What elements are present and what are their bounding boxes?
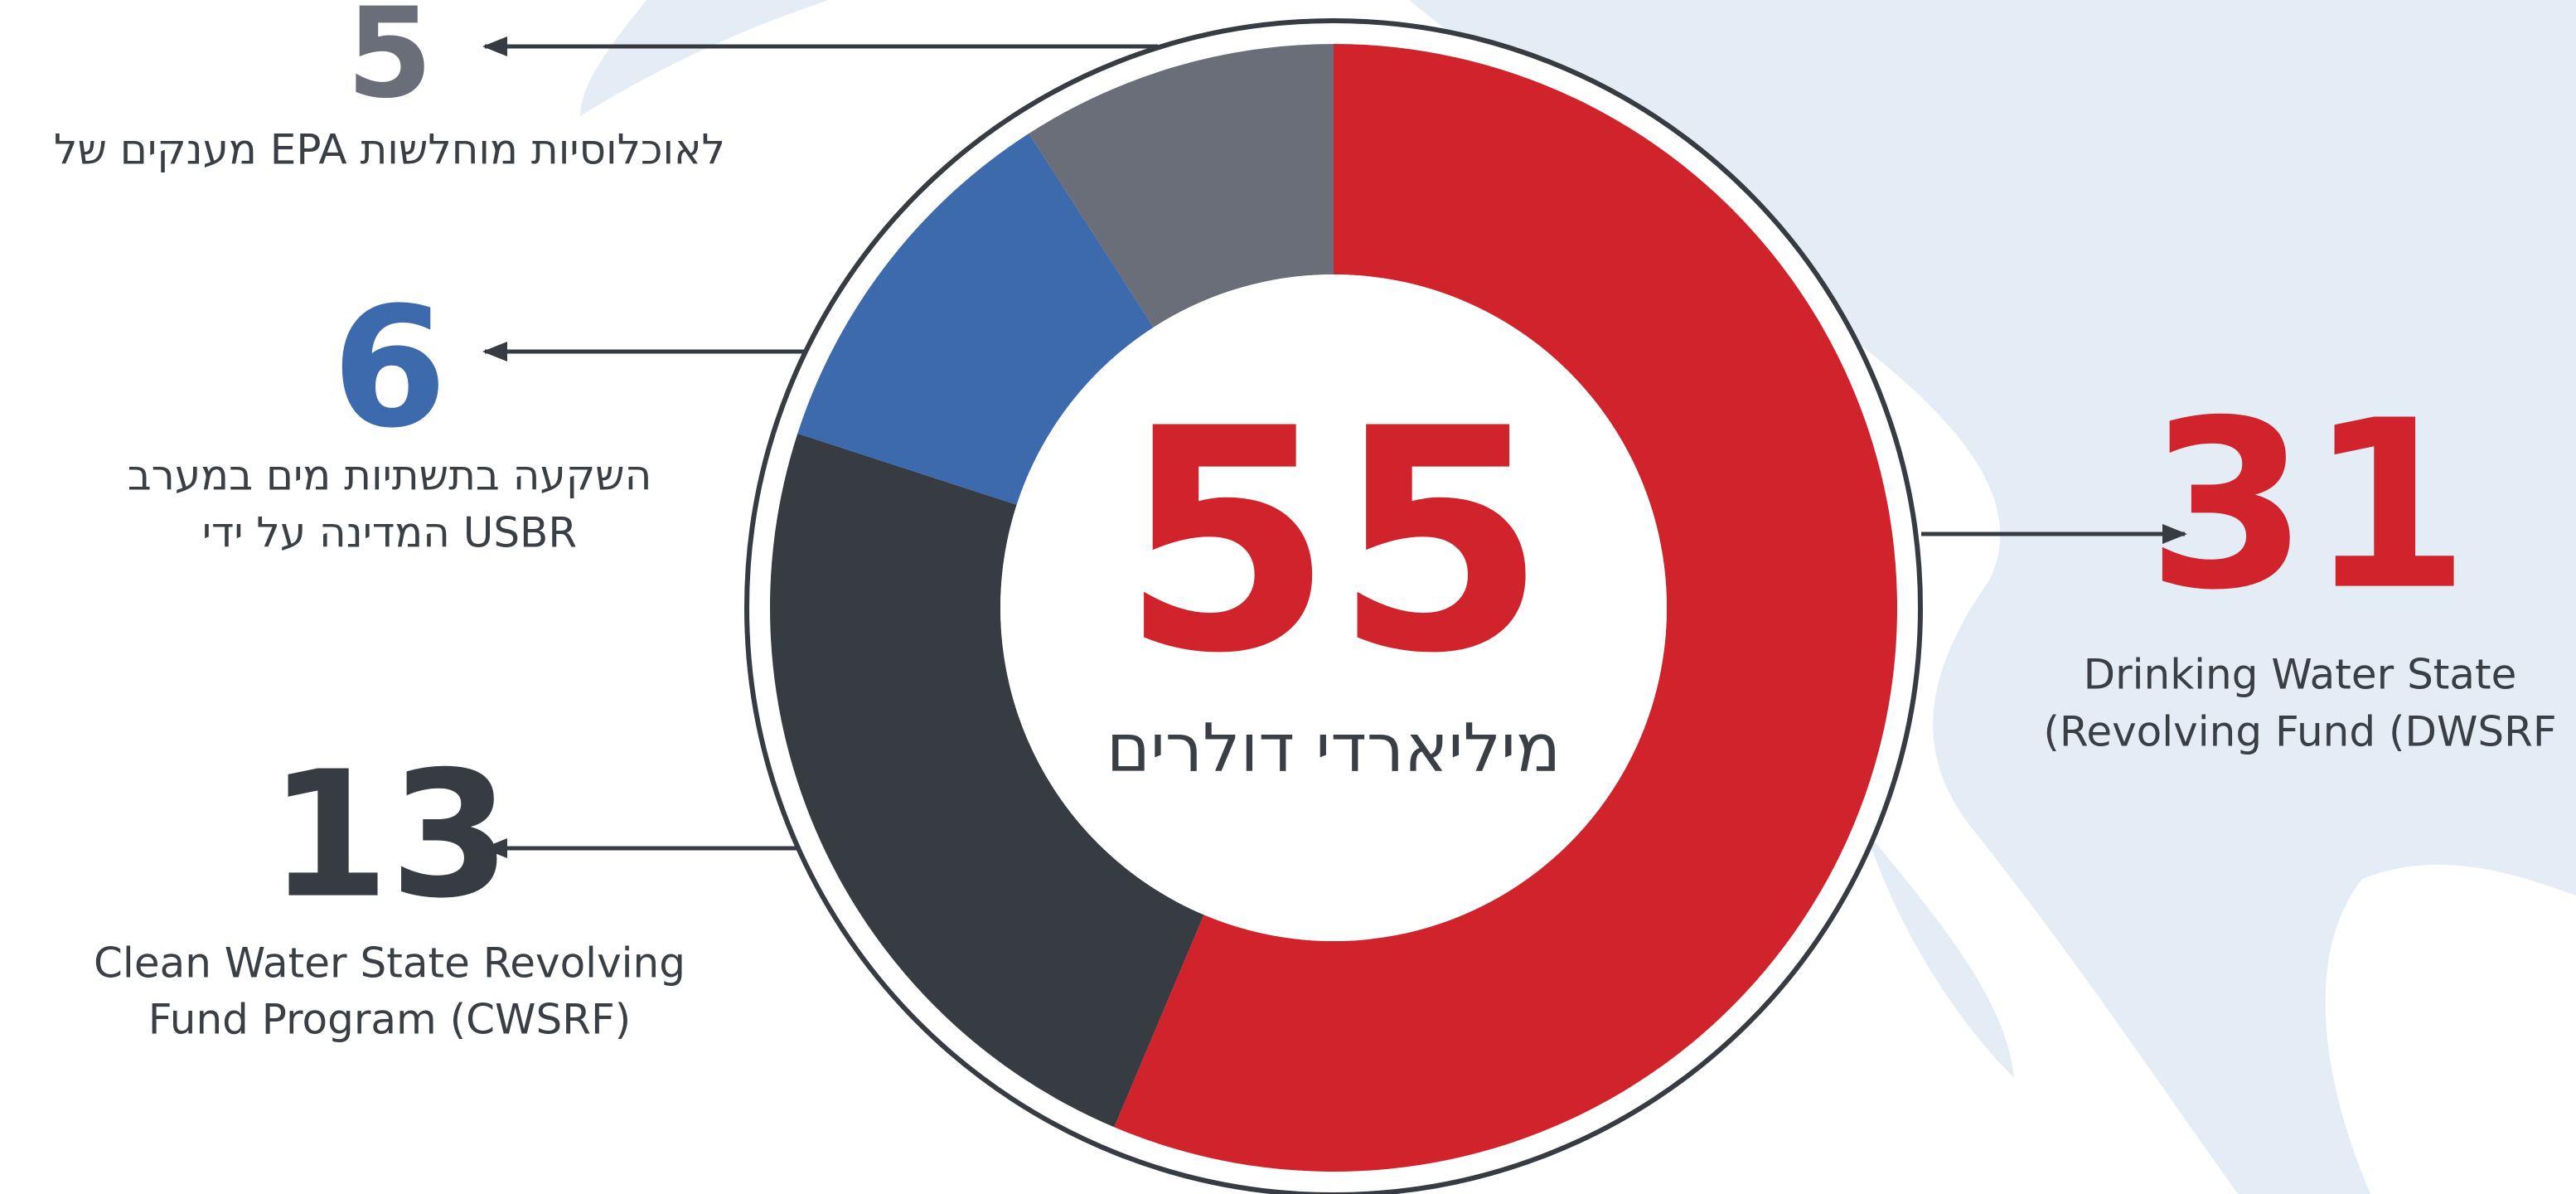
- slice: [1114, 44, 1897, 1172]
- map-shape: [580, 0, 829, 116]
- slice: [797, 133, 1154, 505]
- slice-label: המדינה על ידי USBR: [202, 509, 577, 557]
- slice-label: מענקים של EPA לאוכלוסיות מוחלשות: [54, 126, 725, 174]
- slice-label: Fund Program (CWSRF): [148, 996, 632, 1044]
- slice-label: Clean Water State Revolving: [94, 939, 685, 988]
- slice-value: 6: [332, 272, 447, 465]
- donut: [770, 44, 1897, 1172]
- slice-label: Drinking Water State: [2084, 651, 2517, 699]
- map-shape: [2325, 864, 2576, 1194]
- map-shape: [1409, 0, 2576, 1194]
- slice-value: 31: [2147, 371, 2470, 642]
- slice: [770, 433, 1204, 1128]
- slice: [1029, 44, 1334, 328]
- total-label: מיליארדי דולרים: [1106, 710, 1561, 787]
- map-shape: [1865, 829, 2014, 1078]
- slice-label: (Revolving Fund (DWSRF: [2043, 708, 2556, 756]
- donut-hole: [1000, 274, 1667, 941]
- background-map: [580, 0, 2576, 1194]
- slice-value: 13: [269, 734, 511, 937]
- total-value: 55: [1121, 364, 1547, 721]
- slice-label: השקעה בתשתיות מים במערב: [128, 452, 652, 500]
- slice-value: 5: [346, 0, 433, 126]
